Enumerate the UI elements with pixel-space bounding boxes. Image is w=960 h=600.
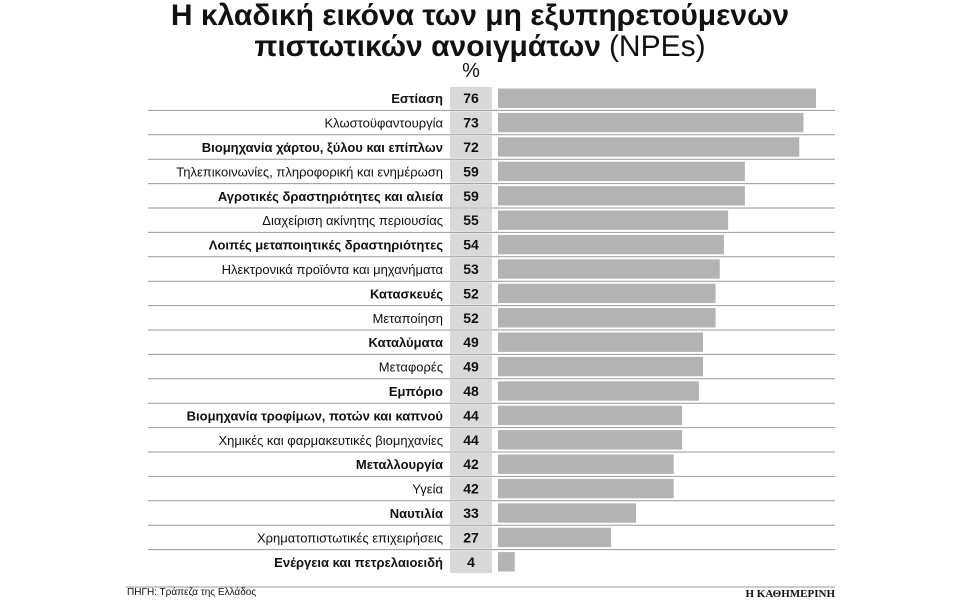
bar [498, 503, 637, 523]
category-label: Βιομηχανία τροφίμων, ποτών και καπνού [187, 408, 444, 423]
bar [498, 356, 704, 377]
category-label: Καταλύματα [369, 335, 444, 350]
value-label: 59 [463, 163, 479, 179]
value-label: 53 [463, 261, 479, 277]
category-label: Υγεία [412, 482, 443, 497]
category-label: Εστίαση [391, 91, 443, 106]
bar [498, 112, 804, 133]
value-label: 44 [463, 432, 479, 448]
value-cell [450, 233, 492, 256]
bar [498, 381, 699, 401]
bar [498, 283, 716, 304]
category-label: Βιομηχανία χάρτου, ξύλου και επίπλων [202, 140, 443, 155]
value-label: 59 [463, 188, 479, 204]
value-cell [450, 257, 492, 281]
value-cell [450, 184, 492, 207]
value-label: 54 [463, 237, 479, 253]
bar [498, 234, 724, 255]
value-cell [450, 428, 492, 451]
source-note: ΠΗΓΗ: Τράπεζα της Ελλάδος [127, 586, 256, 598]
value-label: 33 [463, 505, 479, 521]
bar [498, 308, 716, 328]
category-label: Μεταποίηση [373, 311, 443, 326]
category-label: Ηλεκτρονικά προϊόντα και μηχανήματα [222, 262, 444, 277]
bar [498, 161, 745, 182]
value-cell [450, 87, 492, 110]
chart-title-line2-suffix: (NPEs) [609, 30, 706, 63]
value-label: 48 [463, 383, 479, 399]
value-cell [450, 477, 492, 500]
unit-label: % [462, 60, 480, 82]
value-cell [450, 306, 492, 329]
category-label: Μεταφορές [379, 360, 443, 375]
value-label: 27 [463, 529, 479, 545]
value-label: 49 [463, 334, 479, 350]
value-cell [450, 404, 492, 427]
chart-title-line2-bold: πιστωτικών ανοιγμάτων [254, 30, 601, 63]
bar [498, 137, 800, 157]
bar [498, 332, 704, 352]
category-label: Χρηματοπιστωτικές επιχειρήσεις [257, 530, 443, 545]
bar [498, 478, 674, 499]
chart-title-line2: πιστωτικών ανοιγμάτων (NPEs) [254, 30, 705, 63]
value-cell [450, 282, 492, 305]
bar [498, 186, 745, 206]
value-label: 42 [463, 481, 479, 497]
category-label: Εμπόριο [389, 384, 443, 399]
value-cell [450, 526, 492, 549]
value-cell [450, 501, 492, 525]
bar [498, 552, 515, 572]
category-label: Ναυτιλία [390, 506, 443, 521]
category-label: Ενέργεια και πετρελαιοειδή [274, 555, 443, 570]
category-label: Μεταλλουργία [356, 457, 443, 472]
category-label: Τηλεπικοινωνίες, πληροφορική και ενημέρω… [176, 164, 443, 179]
category-label: Κλωστοϋφαντουργία [325, 116, 444, 131]
value-label: 73 [463, 115, 479, 131]
value-cell [450, 331, 492, 354]
value-label: 52 [463, 285, 479, 301]
value-label: 55 [463, 212, 479, 228]
value-label: 44 [463, 407, 479, 423]
publisher-logo: Η ΚΑΘΗΜΕΡΙΝΗ [746, 588, 836, 600]
value-cell [450, 209, 492, 232]
value-cell [450, 135, 492, 159]
value-cell [450, 111, 492, 134]
bar [498, 259, 720, 279]
bar [498, 88, 816, 108]
value-label: 49 [463, 359, 479, 375]
category-label: Διαχείριση ακίνητης περιουσίας [262, 213, 443, 228]
value-cell [450, 453, 492, 476]
value-label: 4 [467, 554, 475, 570]
chart-rows: Εστίαση 76 Κλωστοϋφαντουργία 73 Βιομηχανία χ… [148, 87, 835, 573]
bar [498, 210, 729, 230]
category-label: Λοιπές μεταποιητικές δραστηριότητες [209, 238, 443, 253]
category-label: Χημικές και φαρμακευτικές βιομηχανίες [218, 433, 443, 448]
value-label: 76 [463, 90, 479, 106]
chart-title-line1: Η κλαδική εικόνα των μη εξυπηρετούμενων [171, 0, 789, 32]
value-label: 52 [463, 310, 479, 326]
category-label: Αγροτικές δραστηριότητες και αλιεία [218, 189, 443, 204]
value-cell [450, 160, 492, 183]
value-label: 42 [463, 456, 479, 472]
bar [498, 527, 611, 548]
value-label: 72 [463, 139, 479, 155]
value-cell [450, 550, 492, 573]
bar [498, 454, 674, 474]
value-cell [450, 355, 492, 378]
bar [498, 430, 683, 450]
category-label: Κατασκευές [370, 286, 443, 301]
value-cell [450, 379, 492, 403]
bar [498, 405, 683, 426]
